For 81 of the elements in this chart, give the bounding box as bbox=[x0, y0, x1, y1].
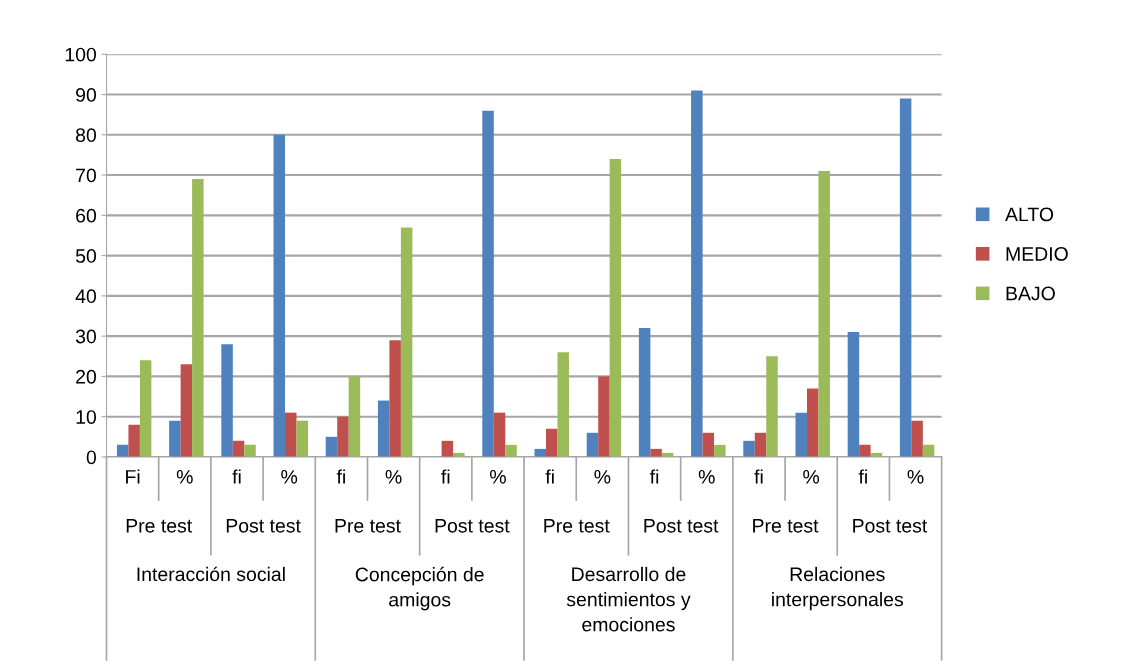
bar bbox=[221, 344, 233, 457]
bar bbox=[911, 420, 923, 457]
bar bbox=[638, 328, 651, 457]
text: Pre test bbox=[126, 519, 193, 533]
x-tick-label: % bbox=[698, 470, 715, 484]
bar bbox=[285, 412, 297, 457]
text: Concepción de amigos bbox=[355, 566, 484, 611]
text: Pre test bbox=[335, 519, 401, 533]
bar bbox=[244, 444, 256, 457]
legend-label: ALTO bbox=[1005, 207, 1054, 222]
bar bbox=[128, 424, 140, 457]
bar bbox=[325, 436, 338, 457]
x-tick-label: fi bbox=[545, 469, 554, 484]
y-tick-label: 40 bbox=[75, 289, 97, 304]
bar bbox=[586, 432, 599, 457]
bar bbox=[493, 412, 506, 457]
x-tick-label: fi bbox=[754, 469, 763, 484]
bar bbox=[337, 416, 349, 457]
y-tick-label: 60 bbox=[76, 208, 97, 223]
text: Pre test bbox=[544, 519, 610, 533]
bar bbox=[766, 356, 778, 457]
bar bbox=[818, 171, 830, 457]
x-tick-label: % bbox=[281, 470, 298, 484]
bar bbox=[754, 432, 767, 457]
bar bbox=[609, 158, 622, 457]
x-tick-label: Fi bbox=[126, 469, 140, 484]
bar bbox=[650, 448, 662, 457]
bar bbox=[545, 428, 558, 457]
x-tick-label: % bbox=[594, 470, 611, 484]
bar bbox=[482, 110, 494, 457]
text: Relaciones interpersonales bbox=[772, 566, 904, 611]
bar bbox=[743, 440, 755, 457]
y-tick-label: 10 bbox=[76, 410, 97, 424]
bar bbox=[702, 432, 715, 457]
text: Post test bbox=[853, 519, 928, 533]
text: Post test bbox=[644, 519, 719, 533]
bar bbox=[859, 444, 871, 457]
bar bbox=[714, 444, 726, 457]
y-tick-label: 70 bbox=[76, 168, 97, 183]
bar bbox=[139, 360, 152, 457]
y-tick-label: 90 bbox=[76, 88, 97, 102]
x-tick-label: fi bbox=[858, 469, 867, 484]
x-tick-label: % bbox=[176, 470, 193, 484]
bar bbox=[400, 227, 413, 457]
x-tick-label: % bbox=[907, 470, 924, 484]
y-tick-label: 0 bbox=[86, 450, 97, 465]
bar bbox=[795, 412, 807, 457]
bar bbox=[691, 90, 703, 457]
bar bbox=[348, 376, 361, 457]
x-tick-label: fi bbox=[336, 469, 345, 484]
bar bbox=[557, 352, 569, 457]
bar bbox=[598, 376, 610, 457]
text: Desarrollo de sentimientos y emociones bbox=[566, 566, 691, 632]
y-tick-label: 100 bbox=[65, 47, 97, 62]
y-tick-label: 80 bbox=[75, 128, 97, 143]
bar bbox=[389, 340, 401, 457]
legend-label: BAJO bbox=[1006, 286, 1055, 301]
bar bbox=[169, 420, 181, 457]
bar bbox=[192, 179, 204, 457]
bar bbox=[899, 98, 912, 457]
bar bbox=[273, 134, 286, 457]
bar bbox=[806, 388, 819, 457]
y-tick-label: 20 bbox=[76, 369, 97, 384]
text: Interacción social bbox=[137, 566, 285, 582]
bar bbox=[847, 332, 860, 457]
y-tick-label: 30 bbox=[75, 329, 97, 344]
text: Post test bbox=[435, 519, 510, 533]
text: Pre test bbox=[753, 519, 819, 533]
x-tick-label: fi bbox=[649, 469, 659, 484]
bar bbox=[296, 420, 308, 457]
x-tick-label: % bbox=[803, 470, 820, 484]
x-tick-label: % bbox=[385, 470, 402, 484]
text: Post test bbox=[226, 519, 301, 533]
bar bbox=[180, 364, 193, 457]
y-tick-label: 50 bbox=[75, 249, 97, 263]
legend-label: MEDIO bbox=[1006, 247, 1068, 261]
x-tick-label: fi bbox=[441, 469, 450, 484]
x-tick-label: fi bbox=[232, 469, 241, 484]
bar bbox=[505, 444, 517, 457]
x-tick-label: % bbox=[490, 470, 506, 484]
bar bbox=[377, 400, 390, 457]
